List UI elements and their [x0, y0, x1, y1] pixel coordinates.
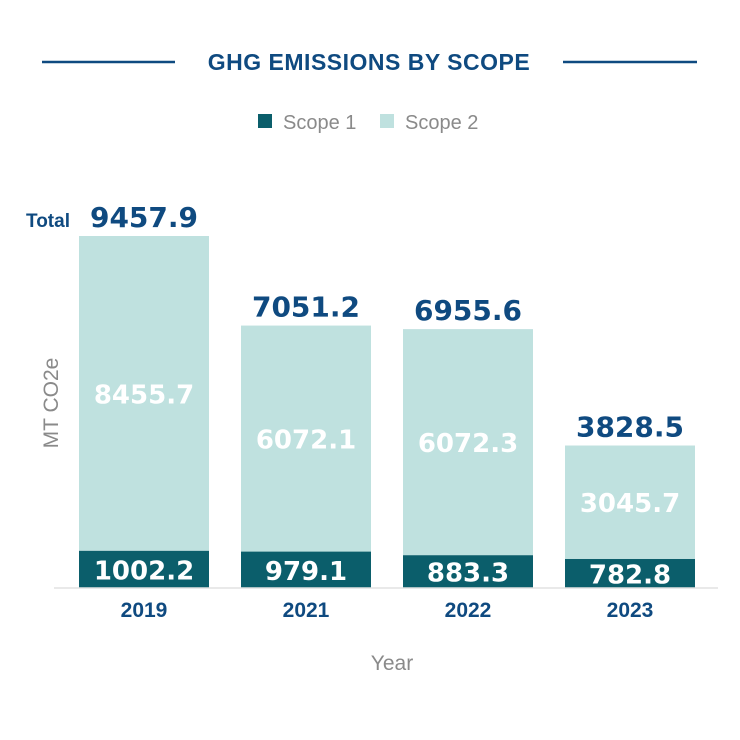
labels: 1002.2 8455.7 9457.9 2019 979.1 6072.1 7051.2 2… — [26, 201, 684, 622]
x-tick-2021: 2021 — [283, 599, 330, 622]
total-value-2019: 9457.9 — [90, 201, 198, 234]
bar-2019-scope-1 — [79, 550, 209, 588]
bar-2023-scope-1 — [565, 558, 695, 588]
chart-title: GHG EMISSIONS BY SCOPE — [208, 49, 530, 75]
value-label-2023-scope-1: 782.8 — [589, 560, 671, 590]
x-tick-2019: 2019 — [121, 599, 168, 622]
bar-2021-scope-1 — [241, 551, 371, 588]
legend-label-1: Scope 1 — [283, 112, 356, 134]
y-axis-title: MT CO2e — [40, 358, 63, 449]
x-tick-2023: 2023 — [607, 599, 654, 622]
x-axis-title: Year — [371, 652, 413, 675]
legend-swatch-2 — [380, 114, 394, 128]
legend-swatch-1 — [258, 114, 272, 128]
value-label-2019-scope-1: 1002.2 — [94, 556, 194, 586]
legend: Scope 1 Scope 2 — [258, 112, 478, 134]
bar-2022-scope-2 — [403, 329, 533, 556]
x-tick-2022: 2022 — [445, 599, 492, 622]
total-value-2023: 3828.5 — [576, 411, 684, 444]
value-label-2022-scope-1: 883.3 — [427, 559, 509, 589]
value-label-2023-scope-2: 3045.7 — [580, 489, 680, 519]
total-label: Total — [26, 211, 70, 232]
value-label-2022-scope-2: 6072.3 — [418, 429, 518, 459]
bar-2019-scope-2 — [79, 236, 209, 551]
value-label-2021-scope-1: 979.1 — [265, 557, 347, 587]
total-value-2022: 6955.6 — [414, 294, 522, 327]
legend-label-2: Scope 2 — [405, 112, 478, 134]
bars — [79, 236, 695, 588]
value-label-2019-scope-2: 8455.7 — [94, 380, 194, 410]
value-label-2021-scope-2: 6072.1 — [256, 426, 356, 456]
bar-2021-scope-2 — [241, 325, 371, 552]
total-value-2021: 7051.2 — [252, 291, 360, 324]
bar-2023-scope-2 — [565, 445, 695, 559]
bar-2022-scope-1 — [403, 555, 533, 588]
